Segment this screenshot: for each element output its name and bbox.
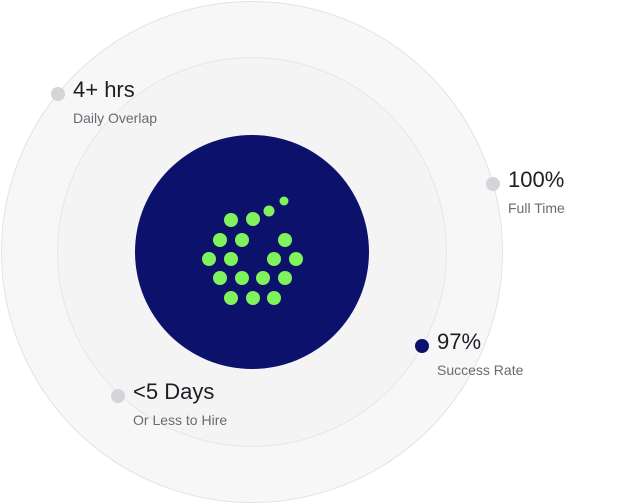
logo-dot — [267, 252, 281, 266]
orbit-marker-dot — [51, 87, 65, 101]
logo-dot — [235, 271, 249, 285]
logo-dot — [263, 205, 275, 217]
logo-dot — [289, 252, 303, 266]
logo-dot — [224, 213, 238, 227]
orbit-marker-dot — [486, 177, 500, 191]
logo-dot — [224, 291, 238, 305]
logo-dot — [256, 271, 270, 285]
logo-dot — [267, 291, 281, 305]
stat-label: Daily Overlap — [73, 110, 158, 126]
logo-dot — [279, 196, 289, 206]
logo-dot — [213, 271, 227, 285]
center-circle — [135, 135, 369, 369]
logo-dot — [224, 252, 238, 266]
stat-label: Or Less to Hire — [133, 412, 228, 428]
logo-dot — [246, 291, 260, 305]
orbit-marker-dot — [111, 389, 125, 403]
stat-label: Full Time — [508, 200, 565, 216]
stat-value: 100% — [508, 167, 565, 192]
orbit-marker-dot-active — [415, 339, 429, 353]
logo-dot — [213, 233, 227, 247]
stat-label: Success Rate — [437, 362, 524, 378]
stat-value: 97% — [437, 329, 482, 354]
stat-value: <5 Days — [133, 379, 215, 404]
logo-dot — [202, 252, 216, 266]
logo-dot — [246, 212, 260, 226]
logo-dot — [278, 233, 292, 247]
stat-value: 4+ hrs — [73, 77, 135, 102]
logo-dot — [235, 233, 249, 247]
logo-dot — [278, 271, 292, 285]
